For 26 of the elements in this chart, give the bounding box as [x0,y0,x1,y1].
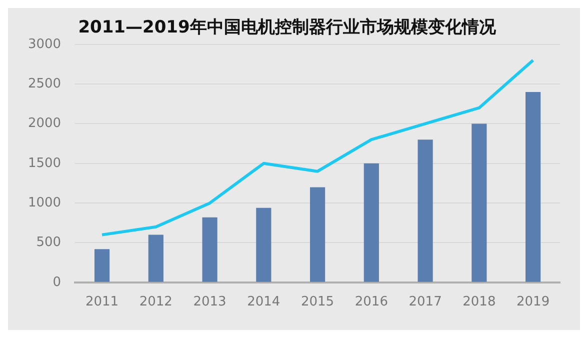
x-tick-label: 2012 [139,294,172,310]
x-tick-label: 2013 [193,294,226,310]
x-tick-label: 2014 [247,294,280,310]
bar [472,124,487,282]
chart-title: 2011—2019年中国电机控制器行业市场规模变化情况 [78,18,497,38]
x-tick-label: 2019 [516,294,550,310]
x-tick-label: 2015 [300,294,334,310]
x-tick-label: 2017 [408,294,442,310]
bar [418,140,433,282]
bar [364,163,379,282]
y-tick-label: 1500 [28,156,62,171]
bar [148,234,164,282]
y-tick-label: 1000 [28,195,62,210]
bar [202,217,218,282]
bar [526,92,541,282]
y-tick-label: 500 [36,235,62,250]
bar [256,208,272,282]
x-tick-label: 2011 [85,294,119,310]
y-tick-label: 2000 [28,116,62,132]
x-tick-label: 2018 [462,294,496,310]
bar [94,249,110,282]
y-tick-label: 0 [52,274,62,290]
bar [310,187,326,282]
y-tick-label: 3000 [28,36,62,52]
y-tick-label: 2500 [28,76,62,92]
x-tick-label: 2016 [354,294,388,310]
